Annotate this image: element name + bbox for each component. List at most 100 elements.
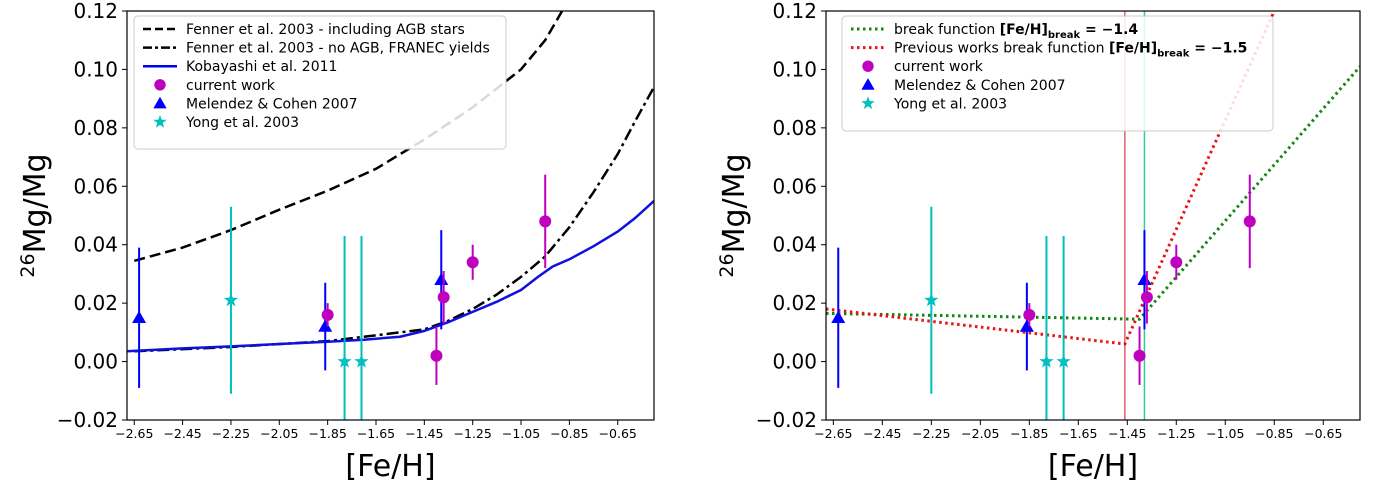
legend-item: Yong et al. 2003	[861, 96, 1007, 112]
axes-frame	[126, 10, 655, 421]
x-tick-label: −0.85	[1255, 426, 1293, 441]
x-tick-label: −2.45	[863, 426, 901, 441]
y-axis-label-text: Mg/Mg	[18, 153, 53, 253]
y-tick-label: 0.06	[73, 174, 118, 198]
legend-item: current work	[862, 59, 984, 75]
legend-item: Fenner et al. 2003 - including AGB stars	[143, 22, 465, 38]
y-tick-label: 0.06	[772, 174, 817, 198]
legend-marker-circle	[862, 60, 874, 72]
x-tick-label: −2.05	[961, 426, 999, 441]
y-tick-label: 0.12	[772, 0, 817, 23]
y-tick-label: 0.08	[772, 116, 817, 140]
x-tick-label: −1.05	[502, 426, 540, 441]
data-point-triangle	[831, 310, 846, 323]
x-tick-label: −1.45	[1108, 426, 1146, 441]
y-tick-label: 0.00	[73, 350, 118, 374]
x-tick-label: −1.45	[405, 426, 443, 441]
legend-label: Previous works break function [Fe/H]brea…	[894, 41, 1247, 60]
legend-item: Melendez & Cohen 2007	[153, 96, 358, 112]
data-point-star	[354, 354, 369, 368]
legend-math-sub: break	[1048, 30, 1081, 41]
y-axis-label-superscript: 26	[17, 253, 39, 277]
x-tick-label: −1.85	[308, 426, 346, 441]
data-point-star	[223, 292, 239, 307]
x-tick-label: −1.65	[357, 426, 395, 441]
x-axis-label: [Fe/H]	[345, 449, 435, 482]
legend-label-text: Melendez & Cohen 2007	[894, 78, 1066, 94]
x-tick-label: −0.65	[599, 426, 637, 441]
right-panel: −2.65 −2.45 −2.25 −2.05 −1.85 −1.65 −1.45 −1.25…	[716, 0, 1361, 482]
legend-label: Yong et al. 2003	[893, 96, 1007, 112]
y-tick-label: 0.10	[772, 57, 817, 81]
x-tick-label: −2.05	[260, 426, 298, 441]
y-tick-label: 0.02	[73, 291, 118, 315]
y-axis-label: 26Mg/Mg	[17, 153, 53, 277]
legend-label: current work	[186, 78, 276, 94]
legend-label-text: Kobayashi et al. 2011	[186, 59, 337, 75]
legend-item: Kobayashi et al. 2011	[143, 59, 337, 75]
x-tick-label: −2.45	[163, 426, 201, 441]
x-tick-label: −2.25	[912, 426, 950, 441]
x-tick-label: −0.85	[550, 426, 588, 441]
legend-label-text: Previous works break function	[894, 41, 1109, 57]
legend-marker-star	[861, 96, 875, 110]
data-point-circle	[430, 349, 443, 362]
legend-math-tail: = −1.4	[1080, 22, 1138, 38]
y-axis-label-superscript: 26	[716, 253, 738, 277]
legend: Fenner et al. 2003 - including AGB stars…	[133, 15, 507, 150]
series-line-dashed	[133, 11, 564, 263]
x-tick-label: −1.25	[1157, 426, 1195, 441]
data-point-triangle	[1137, 272, 1152, 286]
axes-frame	[825, 10, 1361, 421]
legend-math: [Fe/H]	[1109, 41, 1157, 57]
legend-label-text: break function	[894, 22, 1000, 38]
legend: break function [Fe/H]break = −1.4Previou…	[841, 15, 1274, 132]
legend-label: current work	[894, 59, 984, 75]
data-point-triangle	[318, 319, 333, 332]
x-tick-label: −1.05	[1206, 426, 1244, 441]
x-tick-label: −1.85	[1010, 426, 1048, 441]
legend-label-text: Fenner et al. 2003 - no AGB, FRANEC yiel…	[186, 41, 490, 57]
data-point-triangle	[132, 310, 147, 323]
x-tick-label: −0.65	[1304, 426, 1342, 441]
legend-box	[133, 15, 507, 150]
data-point-circle	[466, 256, 479, 269]
legend-box	[841, 15, 1274, 132]
legend-math: [Fe/H]	[1000, 22, 1048, 38]
legend-math-sub: break	[1157, 49, 1190, 60]
series-line-solid	[127, 199, 654, 353]
legend-label-text: Melendez & Cohen 2007	[186, 96, 358, 112]
y-tick-label: 0.10	[73, 57, 118, 81]
legend-marker-triangle	[861, 78, 875, 90]
legend-item: break function [Fe/H]break = −1.4	[851, 22, 1138, 41]
y-tick-label: 0.08	[73, 116, 118, 140]
y-axis-label: 26Mg/Mg	[716, 153, 752, 277]
y-tick-label: 0.02	[772, 291, 817, 315]
y-tick-label: 0.00	[772, 350, 817, 374]
y-axis-label-text: Mg/Mg	[717, 153, 752, 253]
data-point-star	[1056, 354, 1071, 368]
legend-item: current work	[154, 78, 276, 94]
x-tick-label: −1.25	[454, 426, 492, 441]
legend-marker-star	[153, 114, 167, 128]
x-tick-label: −2.25	[212, 426, 250, 441]
data-point-circle	[1023, 308, 1036, 321]
legend-label: Yong et al. 2003	[185, 115, 299, 131]
x-tick-label: −2.65	[814, 426, 852, 441]
left-panel: −2.65 −2.45 −2.25 −2.05 −1.85 −1.65 −1.45 −1.25…	[17, 0, 655, 482]
legend-marker-triangle	[153, 96, 167, 109]
legend-label-text: current work	[186, 78, 276, 94]
y-tick-label: 0.04	[73, 233, 118, 257]
data-point-circle	[1140, 291, 1153, 304]
legend-item: Yong et al. 2003	[153, 114, 299, 131]
legend-label: break function [Fe/H]break = −1.4	[894, 22, 1138, 41]
series-line-dotted	[826, 65, 1360, 321]
legend-label: Fenner et al. 2003 - no AGB, FRANEC yiel…	[186, 41, 490, 57]
x-tick-label: −1.65	[1059, 426, 1097, 441]
data-point-circle	[1243, 215, 1256, 228]
legend-label-text: current work	[894, 59, 984, 75]
series-line-dotted	[826, 11, 1276, 346]
data-point-triangle	[1019, 319, 1034, 332]
legend-item: Melendez & Cohen 2007	[861, 78, 1066, 94]
